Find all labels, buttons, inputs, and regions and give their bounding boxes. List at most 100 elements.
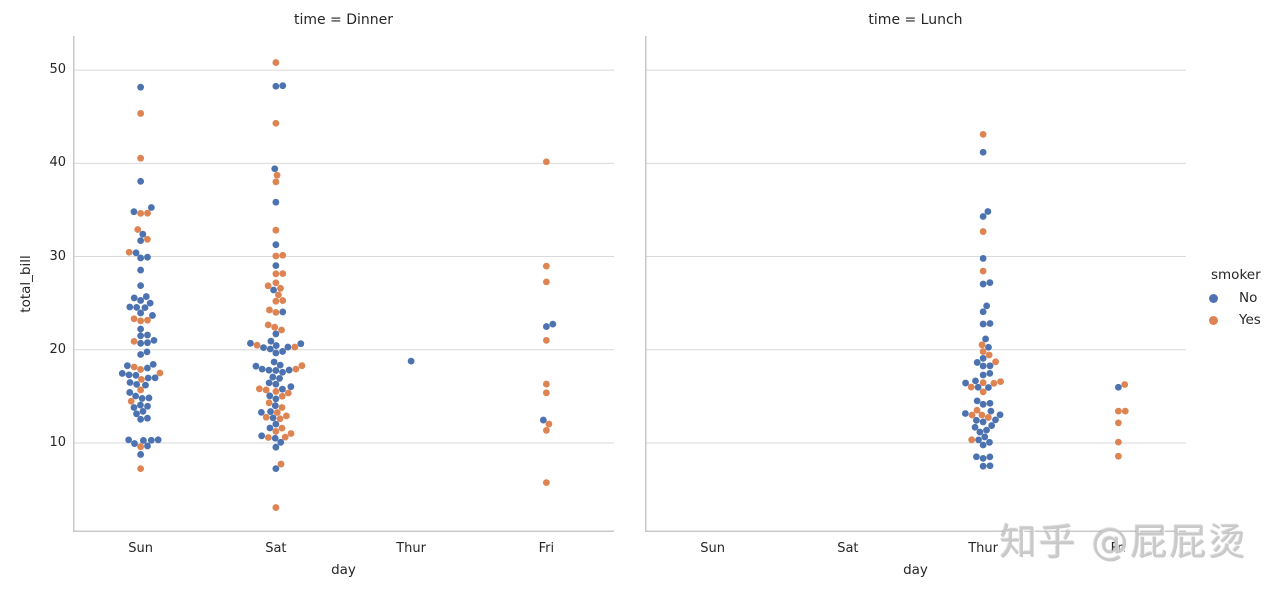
data-point-no (973, 359, 981, 366)
data-point-yes (979, 228, 987, 235)
data-point-no (150, 336, 158, 344)
data-point-no (130, 294, 138, 302)
data-point-no (279, 348, 286, 355)
data-point-no (973, 453, 980, 461)
data-point-no (284, 343, 292, 351)
data-point-no (277, 438, 285, 446)
legend-label: No (1239, 290, 1258, 306)
data-point-no (979, 454, 987, 462)
data-point-no (986, 438, 993, 446)
data-point-no (137, 177, 145, 185)
legend-items: No Yes (1204, 287, 1280, 331)
data-point-yes (1114, 452, 1122, 460)
data-point-no (279, 82, 287, 90)
data-point-yes (265, 399, 273, 407)
data-point-no (272, 262, 280, 269)
data-point-no (297, 340, 305, 348)
data-point-no (131, 440, 138, 447)
facet-dinner: time = Dinner Sun Sat Thur Fri day (73, 0, 614, 597)
data-point-no (258, 432, 266, 440)
x-tick-label: Thur (968, 541, 999, 556)
data-point-no (269, 414, 277, 422)
data-point-yes (273, 409, 281, 416)
data-point-no (272, 465, 280, 473)
data-point-yes (262, 413, 270, 421)
data-point-no (276, 374, 283, 382)
data-point-no (986, 320, 994, 327)
data-point-no (279, 308, 287, 316)
data-point-no (137, 339, 145, 347)
y-tick-label: 20 (49, 341, 66, 357)
data-point-yes (978, 341, 986, 349)
data-point-yes (137, 443, 145, 451)
data-point-no (985, 343, 992, 351)
data-point-yes (272, 504, 280, 511)
data-point-yes (990, 379, 998, 387)
data-point-yes (1114, 438, 1122, 446)
data-point-yes (266, 306, 273, 314)
y-tick-label: 10 (49, 434, 66, 450)
data-point-no (149, 312, 156, 319)
data-point-no (973, 416, 980, 424)
data-point-no (271, 402, 279, 410)
data-point-no (257, 409, 265, 416)
data-point-no (272, 198, 280, 206)
data-point-yes (979, 379, 987, 387)
data-point-no (144, 253, 151, 261)
data-point-no (979, 418, 987, 426)
legend-item-yes: Yes (1204, 309, 1280, 331)
data-point-no (132, 249, 140, 257)
data-point-no (151, 374, 159, 382)
data-point-no (144, 402, 151, 410)
data-point-yes (272, 388, 280, 395)
data-point-yes (979, 348, 987, 355)
data-point-no (252, 362, 260, 370)
data-point-no (138, 395, 146, 402)
data-point-no (126, 389, 134, 396)
data-point-no (137, 351, 145, 358)
data-point-no (267, 408, 274, 415)
data-point-no (973, 397, 981, 405)
data-point-no (265, 379, 273, 387)
data-point-no (144, 339, 151, 347)
facet-title-lunch: time = Lunch (868, 12, 963, 28)
data-point-no (137, 325, 145, 333)
data-point-no (984, 208, 992, 215)
data-point-no (137, 332, 145, 340)
data-point-no (132, 392, 140, 400)
data-point-no (137, 451, 145, 458)
data-point-yes (979, 267, 987, 275)
data-point-no (979, 441, 987, 449)
data-point-no (147, 436, 155, 444)
data-point-no (154, 436, 162, 444)
data-point-yes (542, 479, 550, 486)
data-point-no (144, 374, 152, 382)
data-point-no (985, 384, 992, 391)
data-point-no (272, 380, 280, 388)
data-point-yes (277, 284, 284, 292)
data-point-yes (276, 415, 284, 423)
data-point-no (272, 349, 280, 357)
data-point-yes (542, 158, 550, 166)
data-point-no (258, 365, 266, 373)
data-point-yes (272, 270, 280, 278)
data-point-no (407, 357, 415, 365)
data-point-no (272, 82, 280, 90)
data-point-no (979, 255, 987, 262)
data-point-no (979, 371, 987, 379)
data-point-no (130, 208, 138, 216)
data-point-yes (137, 154, 145, 162)
data-point-no (266, 424, 274, 432)
x-tick-label: Sat (837, 541, 859, 556)
data-point-no (986, 369, 994, 377)
data-point-no (271, 434, 279, 442)
data-point-no (146, 299, 154, 307)
data-point-no (144, 331, 151, 339)
data-point-yes (278, 404, 286, 411)
data-point-yes (130, 337, 138, 345)
data-point-yes (272, 119, 280, 127)
data-point-no (247, 339, 254, 347)
legend: smoker No Yes (1204, 266, 1280, 331)
data-point-no (149, 360, 157, 368)
data-point-no (137, 401, 144, 409)
